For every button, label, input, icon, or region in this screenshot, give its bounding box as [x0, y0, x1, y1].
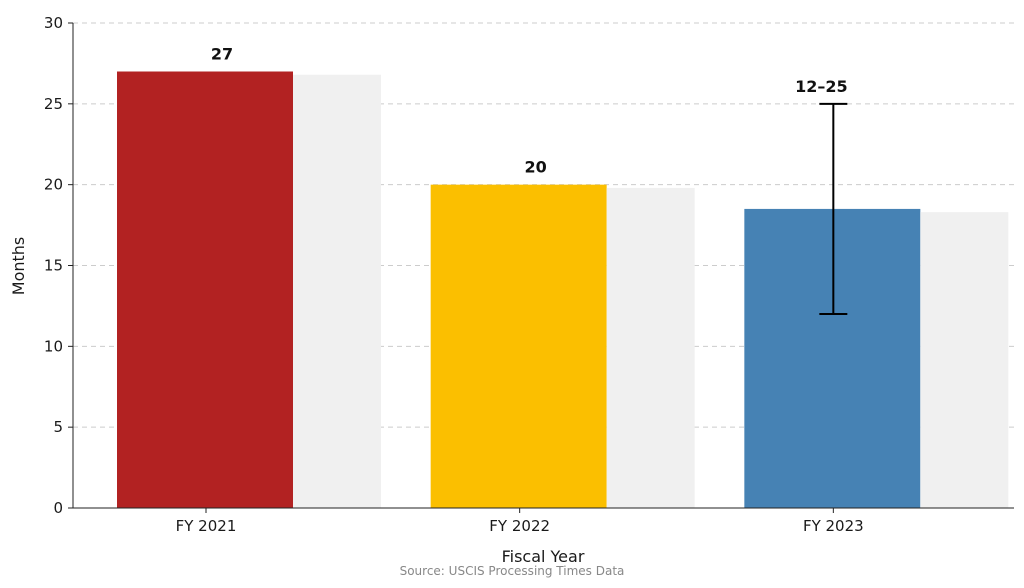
- x-ticks: FY 2021 FY 2022 FY 2023: [176, 508, 864, 535]
- y-tick-label: 5: [53, 418, 63, 436]
- x-axis-title: Fiscal Year: [502, 547, 585, 566]
- y-tick-label: 0: [53, 499, 63, 517]
- comparison-bar-fy-2023: [920, 212, 1009, 508]
- y-tick-label: 10: [44, 337, 63, 355]
- y-axis-title: Months: [9, 237, 28, 295]
- bar-fy-2022: [430, 184, 607, 508]
- y-tick-label: 15: [44, 257, 63, 275]
- x-tick-label: FY 2021: [176, 517, 237, 535]
- data-label: 20: [525, 158, 547, 177]
- data-labels: 27 20 12–25: [211, 45, 848, 177]
- comparison-bar-fy-2021: [293, 74, 381, 508]
- source-note: Source: USCIS Processing Times Data: [400, 564, 625, 578]
- bar-fy-2021: [117, 71, 293, 508]
- y-ticks: 0 5 10 15 20 25 30: [44, 14, 73, 517]
- data-label: 12–25: [795, 77, 848, 96]
- y-tick-label: 25: [44, 95, 63, 113]
- y-tick-label: 20: [44, 176, 63, 194]
- y-tick-label: 30: [44, 14, 63, 32]
- x-tick-label: FY 2023: [803, 517, 864, 535]
- x-tick-label: FY 2022: [489, 517, 550, 535]
- data-label: 27: [211, 45, 233, 64]
- comparison-bar-fy-2022: [606, 187, 695, 508]
- bars: [117, 71, 1009, 508]
- error-bars: [819, 102, 848, 315]
